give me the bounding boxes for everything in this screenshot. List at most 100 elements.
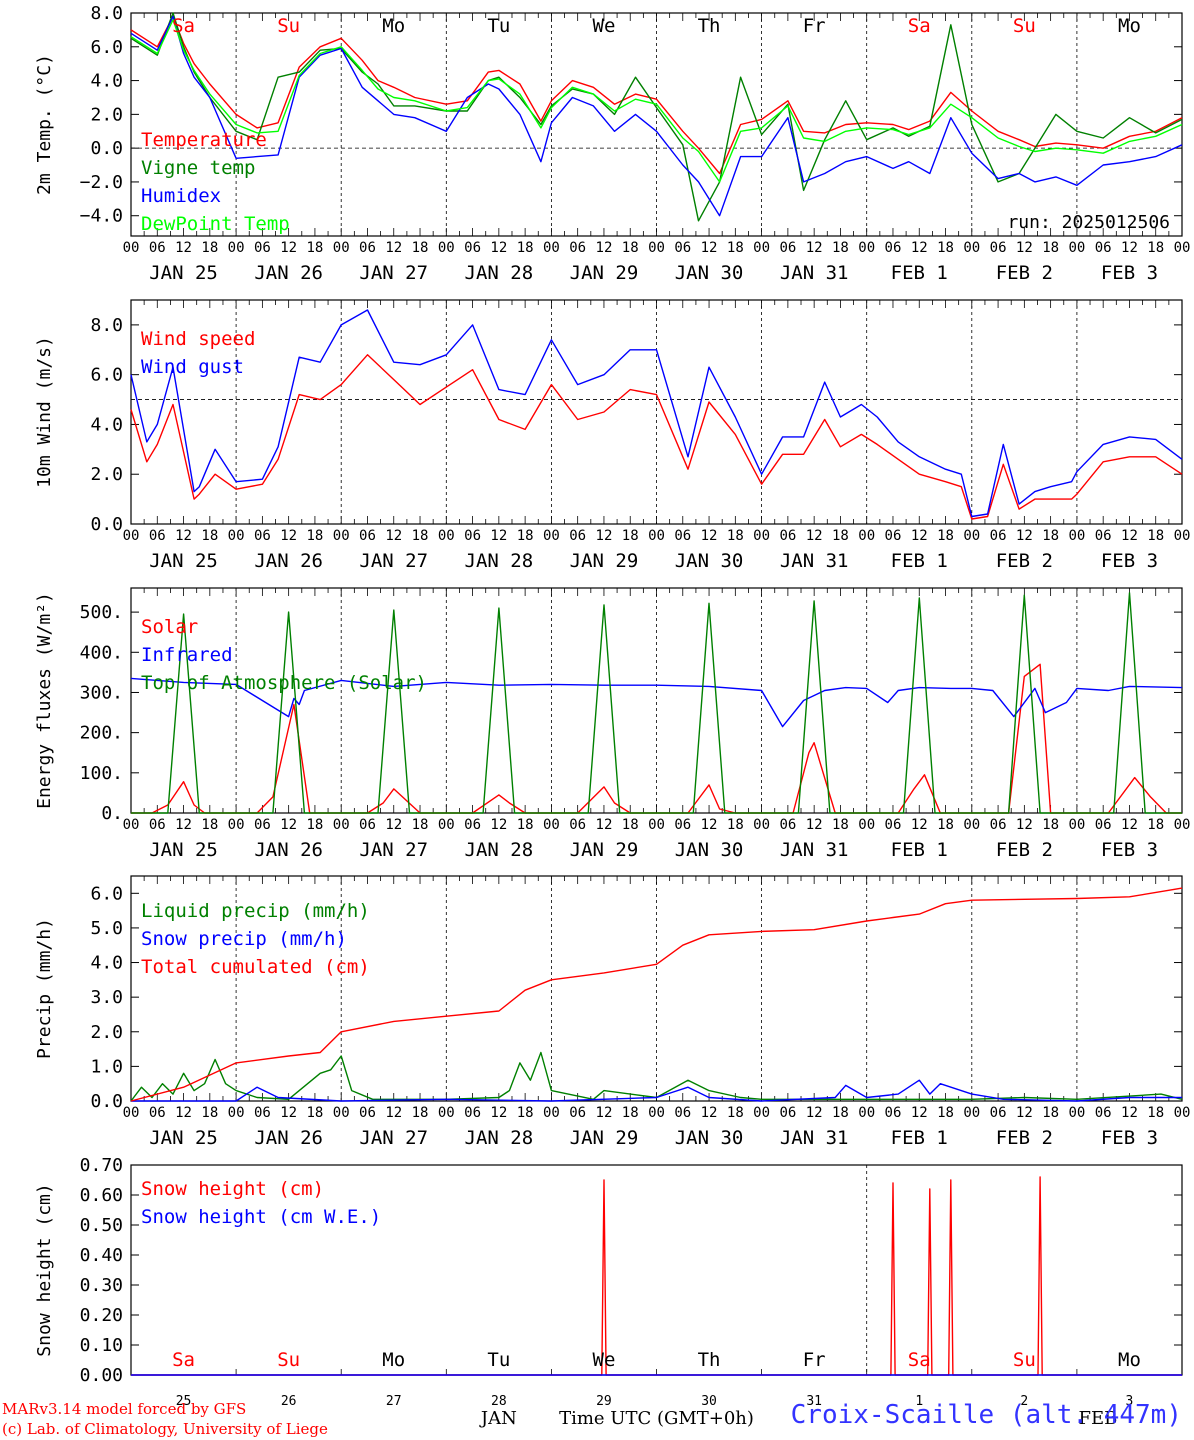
hour-tick-label: 00 bbox=[648, 817, 665, 833]
hour-tick-label: 00 bbox=[1068, 528, 1085, 544]
day-number-label: 27 bbox=[386, 1394, 402, 1409]
hour-tick-label: 00 bbox=[1174, 817, 1191, 833]
weekday-label: Sa bbox=[172, 1349, 195, 1371]
day-label: JAN 27 bbox=[359, 262, 428, 284]
day-label: JAN 30 bbox=[675, 1127, 744, 1149]
legend-entry: Wind speed bbox=[141, 328, 255, 350]
hour-tick-label: 12 bbox=[385, 240, 402, 256]
y-tick-label: 6.0 bbox=[90, 365, 123, 386]
y-tick-label: 400. bbox=[80, 642, 123, 663]
hour-tick-label: 06 bbox=[1095, 817, 1112, 833]
day-number-label: 3 bbox=[1126, 1394, 1134, 1409]
hour-tick-label: 12 bbox=[1016, 240, 1033, 256]
hour-tick-label: 18 bbox=[1042, 528, 1059, 544]
hour-tick-label: 00 bbox=[963, 817, 980, 833]
hour-tick-label: 06 bbox=[674, 817, 691, 833]
series-line bbox=[130, 887, 1183, 1102]
hour-tick-label: 18 bbox=[306, 817, 323, 833]
hour-tick-label: 06 bbox=[149, 240, 166, 256]
hour-tick-label: 06 bbox=[569, 1105, 586, 1121]
y-tick-label: −4.0 bbox=[80, 206, 123, 227]
hour-tick-label: 06 bbox=[779, 817, 796, 833]
panel-frame bbox=[130, 587, 1183, 814]
month-label-feb: FEB bbox=[1078, 1408, 1117, 1429]
day-label: JAN 25 bbox=[149, 550, 218, 572]
series-line bbox=[130, 15, 1183, 175]
hour-tick-label: 18 bbox=[517, 1105, 534, 1121]
hour-tick-label: 18 bbox=[937, 817, 954, 833]
series-line bbox=[131, 1176, 1182, 1376]
y-tick-label: 1.0 bbox=[90, 1056, 123, 1077]
hour-tick-label: 06 bbox=[254, 817, 271, 833]
hour-tick-label: 00 bbox=[438, 817, 455, 833]
hour-tick-label: 06 bbox=[779, 1105, 796, 1121]
hour-tick-label: 18 bbox=[412, 1105, 429, 1121]
day-label: FEB 2 bbox=[996, 839, 1053, 861]
weekday-label: Su bbox=[277, 1349, 300, 1371]
series-line bbox=[130, 677, 1183, 728]
series-line bbox=[131, 592, 1182, 814]
hour-tick-label: 18 bbox=[517, 528, 534, 544]
hour-tick-label: 12 bbox=[280, 817, 297, 833]
hour-tick-label: 18 bbox=[201, 817, 218, 833]
hour-tick-label: 06 bbox=[254, 1105, 271, 1121]
hour-tick-label: 06 bbox=[149, 528, 166, 544]
hour-tick-label: 12 bbox=[701, 1105, 718, 1121]
y-tick-label: 4.0 bbox=[90, 71, 123, 92]
hour-tick-label: 06 bbox=[1095, 1105, 1112, 1121]
weekday-label: Su bbox=[1013, 15, 1036, 37]
hour-tick-label: 12 bbox=[490, 817, 507, 833]
day-label: JAN 26 bbox=[254, 839, 323, 861]
hour-tick-label: 06 bbox=[359, 817, 376, 833]
hour-tick-label: 06 bbox=[1095, 528, 1112, 544]
y-tick-label: 3.0 bbox=[90, 987, 123, 1008]
y-tick-label: 8.0 bbox=[90, 3, 123, 24]
hour-tick-label: 12 bbox=[175, 1105, 192, 1121]
hour-tick-label: 00 bbox=[858, 240, 875, 256]
day-label: JAN 28 bbox=[465, 262, 534, 284]
hour-tick-label: 12 bbox=[596, 817, 613, 833]
hour-tick-label: 06 bbox=[359, 528, 376, 544]
hour-tick-label: 18 bbox=[832, 240, 849, 256]
weekday-label: We bbox=[593, 1349, 616, 1371]
hour-tick-label: 00 bbox=[858, 817, 875, 833]
weekday-label: Sa bbox=[908, 15, 931, 37]
day-label: JAN 26 bbox=[254, 550, 323, 572]
legend-entry: Snow precip (mm/h) bbox=[141, 928, 347, 950]
hour-tick-label: 00 bbox=[753, 817, 770, 833]
hour-tick-label: 06 bbox=[569, 528, 586, 544]
hour-tick-label: 00 bbox=[543, 240, 560, 256]
y-tick-label: 0. bbox=[101, 803, 123, 824]
day-label: FEB 2 bbox=[996, 550, 1053, 572]
hour-tick-label: 12 bbox=[911, 817, 928, 833]
hour-tick-label: 18 bbox=[1042, 240, 1059, 256]
day-label: FEB 2 bbox=[996, 1127, 1053, 1149]
hour-tick-label: 06 bbox=[359, 240, 376, 256]
legend-entry: DewPoint Temp bbox=[141, 213, 290, 235]
hour-tick-label: 12 bbox=[1016, 528, 1033, 544]
day-label: JAN 31 bbox=[780, 550, 849, 572]
day-number-label: 1 bbox=[915, 1394, 923, 1409]
hour-tick-label: 18 bbox=[622, 817, 639, 833]
hour-tick-label: 12 bbox=[1016, 817, 1033, 833]
hour-tick-label: 00 bbox=[123, 817, 140, 833]
y-tick-label: 5.0 bbox=[90, 918, 123, 939]
hour-tick-label: 00 bbox=[963, 528, 980, 544]
day-label: JAN 30 bbox=[675, 839, 744, 861]
weekday-label: Mo bbox=[1118, 1349, 1141, 1371]
y-axis-label: 10m Wind (m/s) bbox=[34, 336, 55, 488]
hour-tick-label: 18 bbox=[1147, 817, 1164, 833]
hour-tick-label: 18 bbox=[201, 240, 218, 256]
day-label: JAN 31 bbox=[780, 1127, 849, 1149]
hour-tick-label: 00 bbox=[333, 240, 350, 256]
hour-tick-label: 00 bbox=[1068, 1105, 1085, 1121]
hour-tick-label: 18 bbox=[937, 528, 954, 544]
hour-tick-label: 12 bbox=[385, 528, 402, 544]
hour-tick-label: 06 bbox=[149, 817, 166, 833]
hour-tick-label: 18 bbox=[412, 528, 429, 544]
legend-entry: Snow height (cm) bbox=[141, 1178, 324, 1200]
weekday-label: Su bbox=[1013, 1349, 1036, 1371]
day-label: JAN 26 bbox=[254, 1127, 323, 1149]
hour-tick-label: 12 bbox=[175, 528, 192, 544]
hour-tick-label: 18 bbox=[727, 528, 744, 544]
